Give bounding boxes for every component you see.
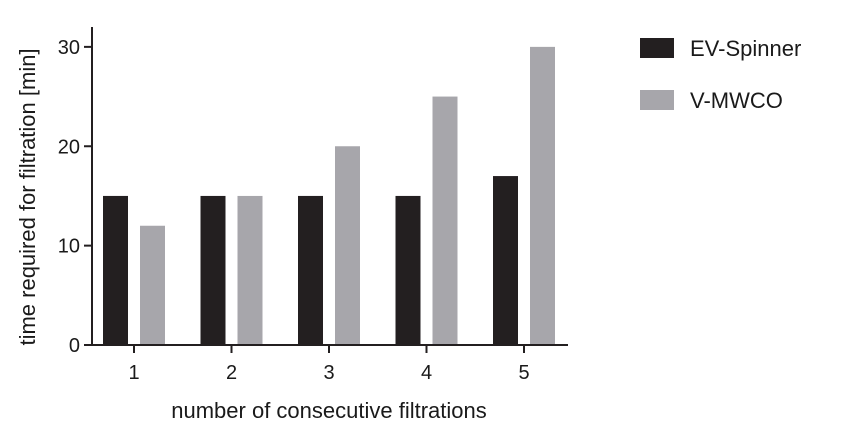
x-tick-label: 1 xyxy=(128,362,139,384)
x-tick-label: 4 xyxy=(421,362,432,384)
legend-swatch-ev-spinner xyxy=(640,38,674,58)
x-axis-label: number of consecutive filtrations xyxy=(171,398,487,423)
x-tick-label: 5 xyxy=(518,362,529,384)
bar-ev-spinner-2 xyxy=(200,195,226,345)
bar-ev-spinner-1 xyxy=(103,195,128,345)
bar-v-mwco-5 xyxy=(530,46,555,345)
y-tick-label: 30 xyxy=(58,37,80,59)
legend-label-ev-spinner: EV-Spinner xyxy=(690,36,801,61)
x-tick-label: 3 xyxy=(323,362,334,384)
y-tick-label: 20 xyxy=(58,136,80,158)
y-ticks-group: 0 10 20 30 xyxy=(58,37,92,357)
x-ticks-group: 1 2 3 4 5 xyxy=(128,345,530,384)
bar-ev-spinner-5 xyxy=(493,176,518,345)
x-tick-label: 2 xyxy=(226,362,237,384)
bar-v-mwco-2 xyxy=(237,195,263,345)
bar-v-mwco-3 xyxy=(335,146,360,345)
legend-swatch-v-mwco xyxy=(640,90,674,110)
legend-label-v-mwco: V-MWCO xyxy=(690,88,783,113)
y-tick-label: 0 xyxy=(69,335,80,357)
legend: EV-Spinner V-MWCO xyxy=(640,36,801,113)
bar-v-mwco-4 xyxy=(432,96,458,345)
bar-ev-spinner-4 xyxy=(395,195,421,345)
y-axis-label: time required for filtration [min] xyxy=(15,48,40,345)
y-tick-label: 10 xyxy=(58,236,80,258)
bar-ev-spinner-3 xyxy=(298,195,323,345)
bars-group xyxy=(103,46,555,345)
bar-v-mwco-1 xyxy=(140,225,165,345)
